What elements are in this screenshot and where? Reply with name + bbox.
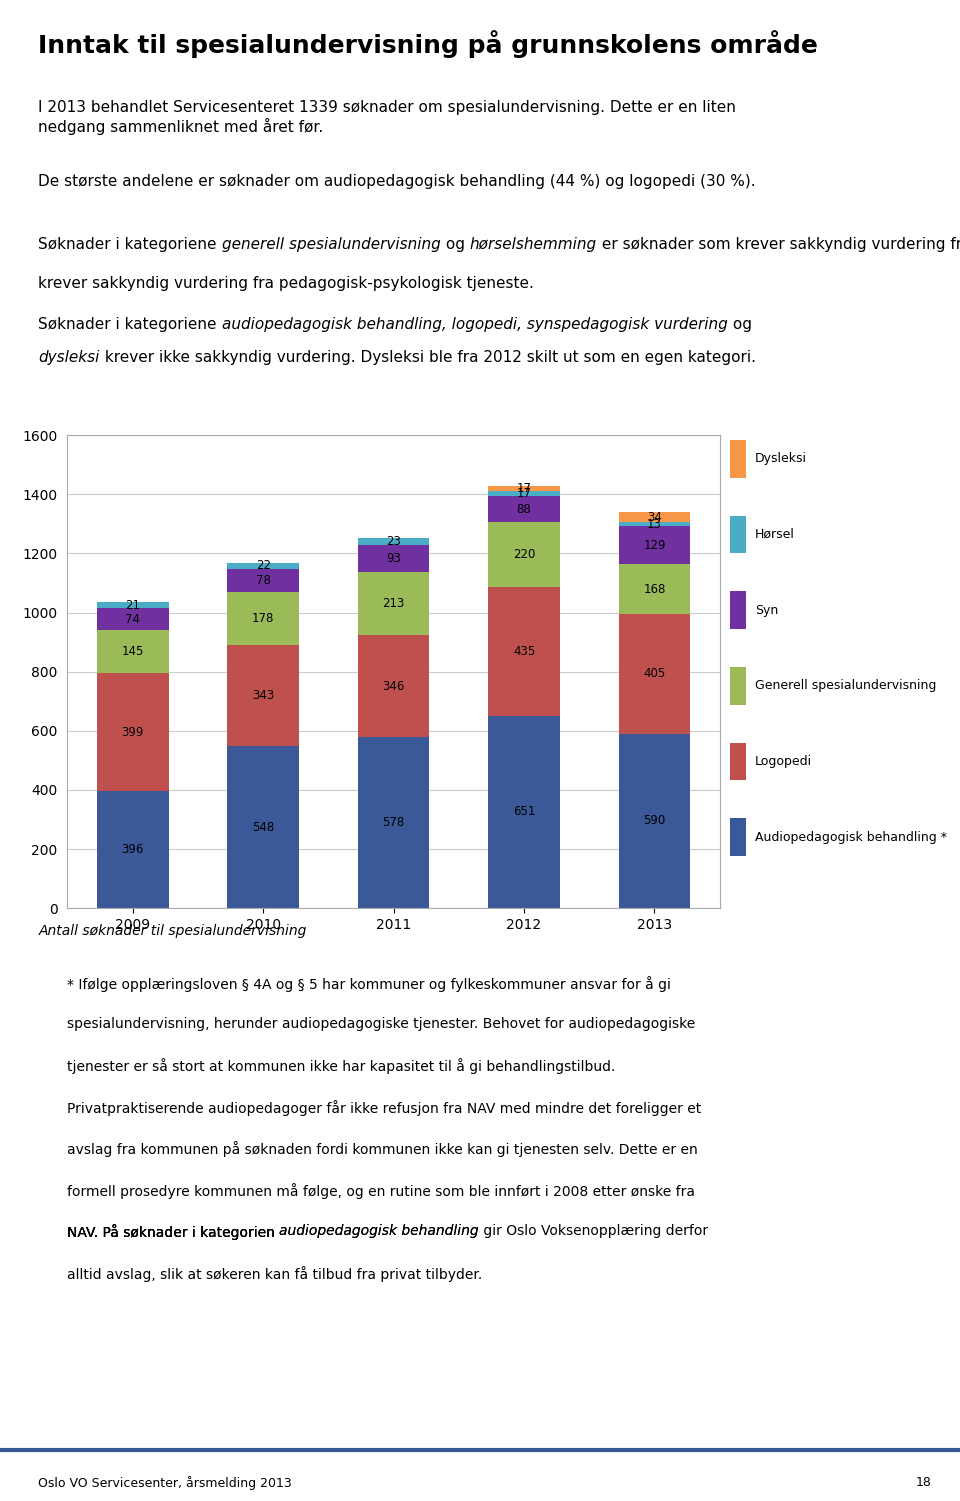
Text: og: og	[728, 317, 752, 332]
Bar	[618, 734, 690, 908]
Text: 435: 435	[513, 645, 535, 657]
Text: formell prosedyre kommunen må følge, og en rutine som ble innført i 2008 etter ø: formell prosedyre kommunen må følge, og …	[67, 1183, 695, 1199]
Text: 145: 145	[122, 645, 144, 659]
Text: 346: 346	[382, 680, 405, 692]
Text: 88: 88	[516, 503, 532, 516]
Bar	[228, 593, 299, 645]
Bar	[97, 672, 169, 791]
Text: 34: 34	[647, 510, 661, 524]
Bar	[358, 537, 429, 545]
Text: krever ikke sakkyndig vurdering. Dysleksi ble fra 2012 skilt ut som en egen kate: krever ikke sakkyndig vurdering. Dysleks…	[100, 350, 756, 365]
Text: generell spesialundervisning: generell spesialundervisning	[222, 237, 441, 252]
Text: Oslo VO Servicesenter, årsmelding 2013: Oslo VO Servicesenter, årsmelding 2013	[38, 1475, 292, 1490]
Text: 396: 396	[122, 844, 144, 856]
Text: 590: 590	[643, 815, 665, 827]
FancyBboxPatch shape	[730, 818, 747, 856]
FancyBboxPatch shape	[730, 743, 747, 781]
Bar	[489, 522, 560, 587]
Text: 343: 343	[252, 689, 275, 702]
Text: 17: 17	[516, 488, 532, 500]
Text: tjenester er så stort at kommunen ikke har kapasitet til å gi behandlingstilbud.: tjenester er så stort at kommunen ikke h…	[67, 1058, 615, 1075]
Text: NAV. På søknader i kategorien: NAV. På søknader i kategorien	[67, 1225, 279, 1240]
Text: 168: 168	[643, 582, 665, 596]
Bar	[489, 716, 560, 908]
Bar	[97, 791, 169, 908]
Text: Syn: Syn	[755, 603, 779, 617]
Bar	[618, 614, 690, 734]
Text: avslag fra kommunen på søknaden fordi kommunen ikke kan gi tjenesten selv. Dette: avslag fra kommunen på søknaden fordi ko…	[67, 1141, 698, 1157]
Bar	[489, 491, 560, 497]
Text: NAV. På søknader i kategorien: NAV. På søknader i kategorien	[67, 1225, 279, 1240]
Text: Søknader i kategoriene: Søknader i kategoriene	[38, 317, 222, 332]
Bar	[489, 497, 560, 522]
Text: 405: 405	[643, 668, 665, 680]
Text: Dysleksi: Dysleksi	[755, 452, 807, 465]
Text: I 2013 behandlet Servicesenteret 1339 søknader om spesialundervisning. Dette er : I 2013 behandlet Servicesenteret 1339 sø…	[38, 101, 736, 135]
Text: hørselshemming: hørselshemming	[469, 237, 596, 252]
Text: Antall søknader til spesialundervisning: Antall søknader til spesialundervisning	[38, 923, 307, 938]
FancyBboxPatch shape	[730, 666, 747, 705]
Bar	[618, 564, 690, 614]
FancyBboxPatch shape	[730, 440, 747, 477]
Bar	[618, 512, 690, 522]
Text: 17: 17	[516, 482, 532, 495]
Text: 651: 651	[513, 806, 536, 818]
Text: 220: 220	[513, 548, 536, 561]
Bar	[489, 587, 560, 716]
Bar	[618, 527, 690, 564]
Text: 399: 399	[122, 725, 144, 738]
Bar	[228, 746, 299, 908]
Text: 23: 23	[386, 534, 401, 548]
Text: audiopedagogisk behandling: audiopedagogisk behandling	[279, 1225, 479, 1238]
Text: 578: 578	[382, 817, 405, 829]
Text: 13: 13	[647, 518, 661, 531]
Text: krever sakkyndig vurdering fra pedagogisk-psykologisk tjeneste.: krever sakkyndig vurdering fra pedagogis…	[38, 276, 535, 291]
Bar	[228, 645, 299, 746]
Text: Logopedi: Logopedi	[755, 755, 812, 769]
Bar	[618, 522, 690, 527]
Text: * Ifølge opplæringsloven § 4A og § 5 har kommuner og fylkeskommuner ansvar for å: * Ifølge opplæringsloven § 4A og § 5 har…	[67, 976, 671, 992]
Text: 74: 74	[125, 612, 140, 626]
Text: De største andelene er søknader om audiopedagogisk behandling (44 %) og logopedi: De største andelene er søknader om audio…	[38, 174, 756, 189]
Text: NAV. På søknader i kategorien: NAV. På søknader i kategorien	[67, 1225, 279, 1240]
Text: 178: 178	[252, 612, 275, 624]
Bar	[97, 608, 169, 630]
Text: alltid avslag, slik at søkeren kan få tilbud fra privat tilbyder.: alltid avslag, slik at søkeren kan få ti…	[67, 1265, 483, 1282]
FancyBboxPatch shape	[730, 516, 747, 554]
Bar	[358, 545, 429, 572]
Text: 93: 93	[386, 552, 401, 564]
Text: 18: 18	[915, 1477, 931, 1489]
Text: audiopedagogisk behandling: audiopedagogisk behandling	[279, 1225, 479, 1238]
Text: Audiopedagogisk behandling *: Audiopedagogisk behandling *	[755, 830, 947, 844]
Text: gir Oslo Voksenopplæring derfor: gir Oslo Voksenopplæring derfor	[479, 1225, 708, 1238]
Text: Søknader i kategoriene: Søknader i kategoriene	[38, 237, 222, 252]
Text: 129: 129	[643, 539, 665, 552]
Bar	[358, 737, 429, 908]
Bar	[97, 602, 169, 608]
Text: audiopedagogisk behandling, logopedi, synspedagogisk vurdering: audiopedagogisk behandling, logopedi, sy…	[222, 317, 728, 332]
FancyBboxPatch shape	[730, 591, 747, 629]
Text: 213: 213	[382, 597, 405, 609]
Text: 22: 22	[255, 560, 271, 572]
Text: 78: 78	[255, 575, 271, 587]
Text: Privatpraktiserende audiopedagoger får ikke refusjon fra NAV med mindre det fore: Privatpraktiserende audiopedagoger får i…	[67, 1100, 702, 1115]
Bar	[97, 630, 169, 672]
Text: 21: 21	[125, 599, 140, 612]
Text: dysleksi: dysleksi	[38, 350, 100, 365]
Text: spesialundervisning, herunder audiopedagogiske tjenester. Behovet for audiopedag: spesialundervisning, herunder audiopedag…	[67, 1018, 695, 1031]
Text: og: og	[441, 237, 469, 252]
Bar	[228, 569, 299, 593]
Text: 548: 548	[252, 821, 275, 833]
Bar	[358, 635, 429, 737]
Text: Hørsel: Hørsel	[755, 528, 795, 540]
Text: Generell spesialundervisning: Generell spesialundervisning	[755, 680, 936, 692]
Bar	[489, 486, 560, 491]
Text: er søknader som krever sakkyndig vurdering fra pedagogisk-psykologisk tjeneste.: er søknader som krever sakkyndig vurderi…	[596, 237, 960, 252]
Bar	[228, 563, 299, 569]
Text: Inntak til spesialundervisning på grunnskolens område: Inntak til spesialundervisning på grunns…	[38, 30, 818, 59]
Bar	[358, 572, 429, 635]
